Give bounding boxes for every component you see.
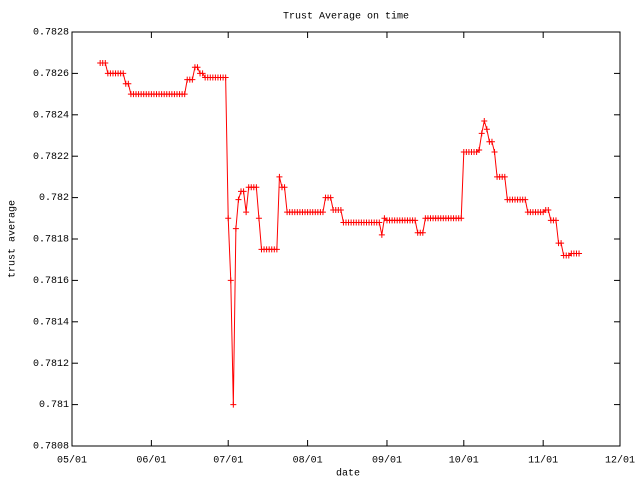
y-tick-label: 0.7824 — [33, 110, 69, 121]
y-tick-label: 0.7816 — [33, 276, 69, 287]
y-tick-label: 0.781 — [39, 400, 69, 411]
data-point — [189, 76, 196, 83]
data-point — [230, 401, 237, 408]
y-tick-label: 0.7826 — [33, 69, 69, 80]
x-tick-label: 10/01 — [449, 455, 479, 467]
data-point — [253, 184, 260, 191]
data-point — [419, 229, 426, 236]
data-point — [522, 196, 529, 203]
y-tick-label: 0.7818 — [33, 235, 69, 246]
data-point — [222, 74, 229, 81]
data-point — [181, 91, 188, 98]
y-tick-label: 0.7808 — [33, 442, 69, 453]
data-point — [225, 215, 232, 222]
y-tick-label: 0.7822 — [33, 152, 69, 163]
x-tick-label: 05/01 — [57, 455, 87, 467]
data-point — [273, 246, 280, 253]
x-tick-label: 07/01 — [213, 455, 243, 467]
x-tick-label: 09/01 — [372, 455, 402, 467]
x-tick-label: 12/01 — [605, 455, 635, 467]
data-point — [337, 207, 344, 214]
data-point — [276, 173, 283, 180]
y-tick-label: 0.7814 — [33, 317, 69, 328]
data-point — [378, 231, 385, 238]
x-tick-label: 11/01 — [528, 455, 558, 467]
y-tick-label: 0.7812 — [33, 359, 69, 370]
data-point — [227, 277, 234, 284]
data-point — [478, 130, 485, 137]
data-point — [501, 173, 508, 180]
y-axis-label: trust average — [8, 200, 19, 278]
data-point — [545, 207, 552, 214]
data-point — [120, 70, 127, 77]
data-point — [232, 225, 239, 232]
x-tick-label: 08/01 — [293, 455, 323, 467]
data-point — [240, 188, 247, 195]
data-point — [327, 194, 334, 201]
data-point — [558, 240, 565, 247]
data-point — [319, 209, 326, 216]
data-point — [243, 209, 250, 216]
data-point — [481, 118, 488, 125]
data-point — [376, 219, 383, 226]
data-point — [576, 250, 583, 257]
data-point — [552, 217, 559, 224]
data-point — [412, 217, 419, 224]
x-axis-label: date — [336, 468, 360, 480]
data-point — [483, 126, 490, 133]
chart-title: Trust Average on time — [283, 11, 409, 23]
data-point — [476, 146, 483, 153]
data-point — [458, 215, 465, 222]
data-point — [491, 149, 498, 156]
data-point — [102, 60, 109, 67]
data-point — [255, 215, 262, 222]
data-point — [488, 138, 495, 145]
data-point — [199, 70, 206, 77]
data-point — [125, 80, 132, 87]
y-tick-label: 0.7828 — [33, 28, 69, 39]
data-point — [235, 196, 242, 203]
data-point — [281, 184, 288, 191]
y-tick-label: 0.782 — [39, 193, 69, 204]
data-point — [194, 64, 201, 71]
x-tick-label: 06/01 — [136, 455, 166, 467]
